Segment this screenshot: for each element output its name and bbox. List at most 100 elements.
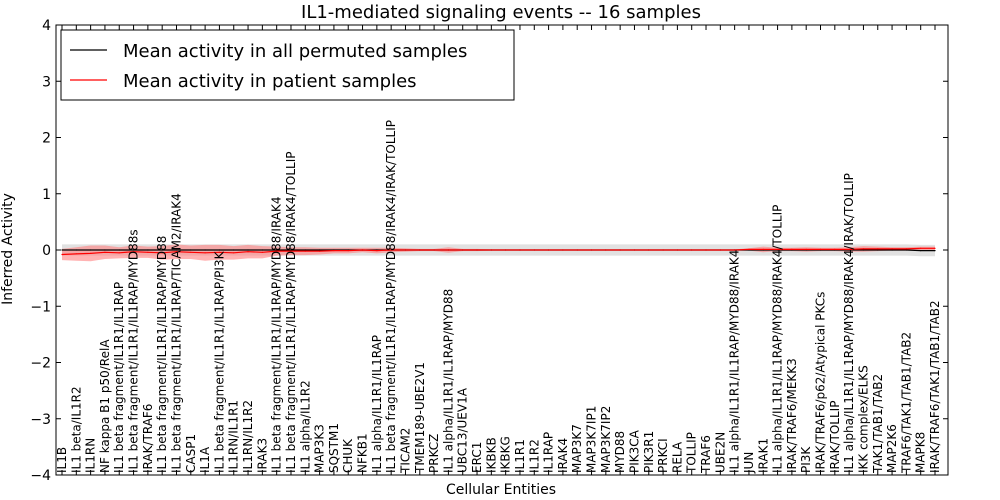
x-tick-label: IL1RN/IL1R2	[241, 400, 255, 473]
data-point-patient	[490, 249, 492, 251]
x-tick-label: PRKCI	[656, 438, 670, 473]
x-tick-label: IL1A	[198, 446, 212, 473]
data-point-patient	[333, 250, 335, 252]
y-tick-label: 0	[42, 243, 51, 259]
x-tick-label: PI3K	[799, 446, 813, 473]
data-point-patient	[462, 249, 464, 251]
data-point-patient	[404, 249, 407, 251]
data-point-permuted	[218, 249, 220, 251]
x-tick-label: IL1 alpha/IL1R1/IL1RAP/MYD88/IRAK4/TOLLI…	[771, 205, 785, 473]
data-point-patient	[61, 253, 63, 256]
data-point-patient	[347, 250, 349, 252]
data-point-patient	[175, 251, 178, 253]
data-point-patient	[447, 249, 449, 251]
data-point-patient	[819, 248, 822, 250]
data-point-permuted	[247, 249, 249, 251]
data-point-permuted	[891, 249, 893, 251]
x-tick-label: IL1R2	[527, 439, 541, 473]
legend-label-permuted: Mean activity in all permuted samples	[123, 41, 467, 62]
data-point-permuted	[862, 249, 865, 251]
data-point-patient	[433, 249, 435, 251]
data-point-patient	[576, 249, 578, 251]
y-tick-label: −4	[30, 468, 51, 484]
data-point-patient	[376, 250, 378, 252]
data-point-patient	[891, 248, 893, 250]
data-point-patient	[920, 247, 922, 249]
data-point-patient	[319, 250, 321, 252]
data-point-patient	[934, 247, 936, 249]
x-tick-label: IL1 beta fragment/IL1R1/IL1RAP/PI3K	[212, 250, 226, 473]
data-point-permuted	[104, 249, 106, 251]
data-point-permuted	[877, 249, 879, 251]
data-point-patient	[233, 252, 235, 254]
x-tick-label: IL1RN/IL1R1	[227, 400, 241, 473]
data-point-permuted	[75, 249, 77, 251]
x-tick-label: UBE2N	[713, 432, 727, 473]
x-tick-label: TRAF6	[699, 435, 713, 474]
y-tick-label: 1	[42, 187, 51, 203]
y-axis-ticks: −4 −3 −2 −1 0 1 2 3 4	[30, 18, 948, 484]
x-tick-label: MAP3K7	[570, 424, 584, 473]
data-point-patient	[562, 249, 564, 251]
x-tick-label: CASP1	[184, 434, 198, 473]
x-tick-label: IKK complex/ELKS	[856, 365, 870, 473]
data-point-patient	[805, 248, 807, 250]
series-lines	[61, 247, 936, 256]
x-tick-label: IKBKG	[499, 436, 513, 473]
data-point-patient	[633, 249, 636, 251]
data-point-patient	[476, 249, 478, 251]
x-tick-label: PRKCZ	[427, 434, 441, 473]
data-point-patient	[304, 250, 306, 252]
data-point-patient	[276, 250, 278, 252]
data-point-patient	[247, 251, 249, 253]
data-point-patient	[390, 249, 392, 251]
data-point-patient	[619, 249, 621, 251]
plot-frame	[55, 24, 949, 476]
x-tick-label: MAP3K7IP1	[585, 406, 599, 473]
x-tick-label: JUN	[742, 452, 756, 474]
x-tick-label: IRAK/TRAF6	[141, 404, 155, 473]
data-point-patient	[75, 253, 77, 255]
data-point-patient	[590, 249, 593, 251]
x-tick-label: IL1 beta/IL1R2	[69, 386, 83, 473]
data-point-patient	[777, 248, 779, 250]
data-point-patient	[548, 249, 550, 251]
x-tick-label: MAP2K6	[885, 424, 899, 473]
x-tick-label: IRAK/TRAF6/TAK1/TAB1/TAB2	[928, 300, 942, 473]
x-tick-label: TICAM2	[399, 428, 413, 474]
band-patient	[62, 244, 935, 262]
x-tick-label: IRAK4	[556, 438, 570, 473]
data-point-patient	[719, 249, 721, 251]
data-point-permuted	[233, 249, 235, 251]
data-point-patient	[505, 249, 507, 251]
series-line-patient	[61, 247, 935, 256]
legend-label-patient: Mean activity in patient samples	[123, 71, 417, 92]
x-tick-label: IRAK1	[756, 438, 770, 473]
x-tick-label: MAP3K7IP2	[599, 406, 613, 473]
data-point-patient	[118, 252, 120, 254]
x-tick-label: IL1 beta fragment/IL1R1/IL1RAP/MYD88s	[127, 229, 141, 473]
x-tick-label: TMEM189-UBE2V1	[413, 362, 427, 474]
x-tick-label: MAP3K3	[313, 424, 327, 473]
y-tick-label: −3	[30, 412, 51, 428]
y-tick-label: −1	[30, 299, 51, 315]
x-tick-label: IL1 alpha/IL1R1/IL1RAP	[370, 335, 384, 473]
data-point-permuted	[276, 249, 278, 251]
y-tick-label: 3	[42, 74, 51, 90]
data-point-patient	[133, 251, 135, 253]
x-tick-label: IL1 alpha/IL1R2	[298, 380, 312, 473]
data-point-patient	[90, 252, 92, 254]
y-tick-label: 2	[42, 131, 51, 147]
data-point-patient	[748, 248, 750, 250]
data-point-patient	[862, 248, 865, 250]
x-tick-label: CHUK	[341, 438, 355, 473]
data-point-permuted	[175, 249, 178, 251]
x-tick-label: NF kappa B1 p50/RelA	[98, 339, 112, 473]
data-point-permuted	[90, 249, 92, 251]
legend: Mean activity in all permuted samples Me…	[60, 29, 515, 101]
x-tick-label: NFKB1	[356, 433, 370, 473]
data-point-patient	[204, 252, 206, 254]
data-point-patient	[905, 248, 908, 250]
x-tick-label: IL1 beta fragment/IL1R1/IL1RAP/MYD88	[155, 236, 169, 473]
